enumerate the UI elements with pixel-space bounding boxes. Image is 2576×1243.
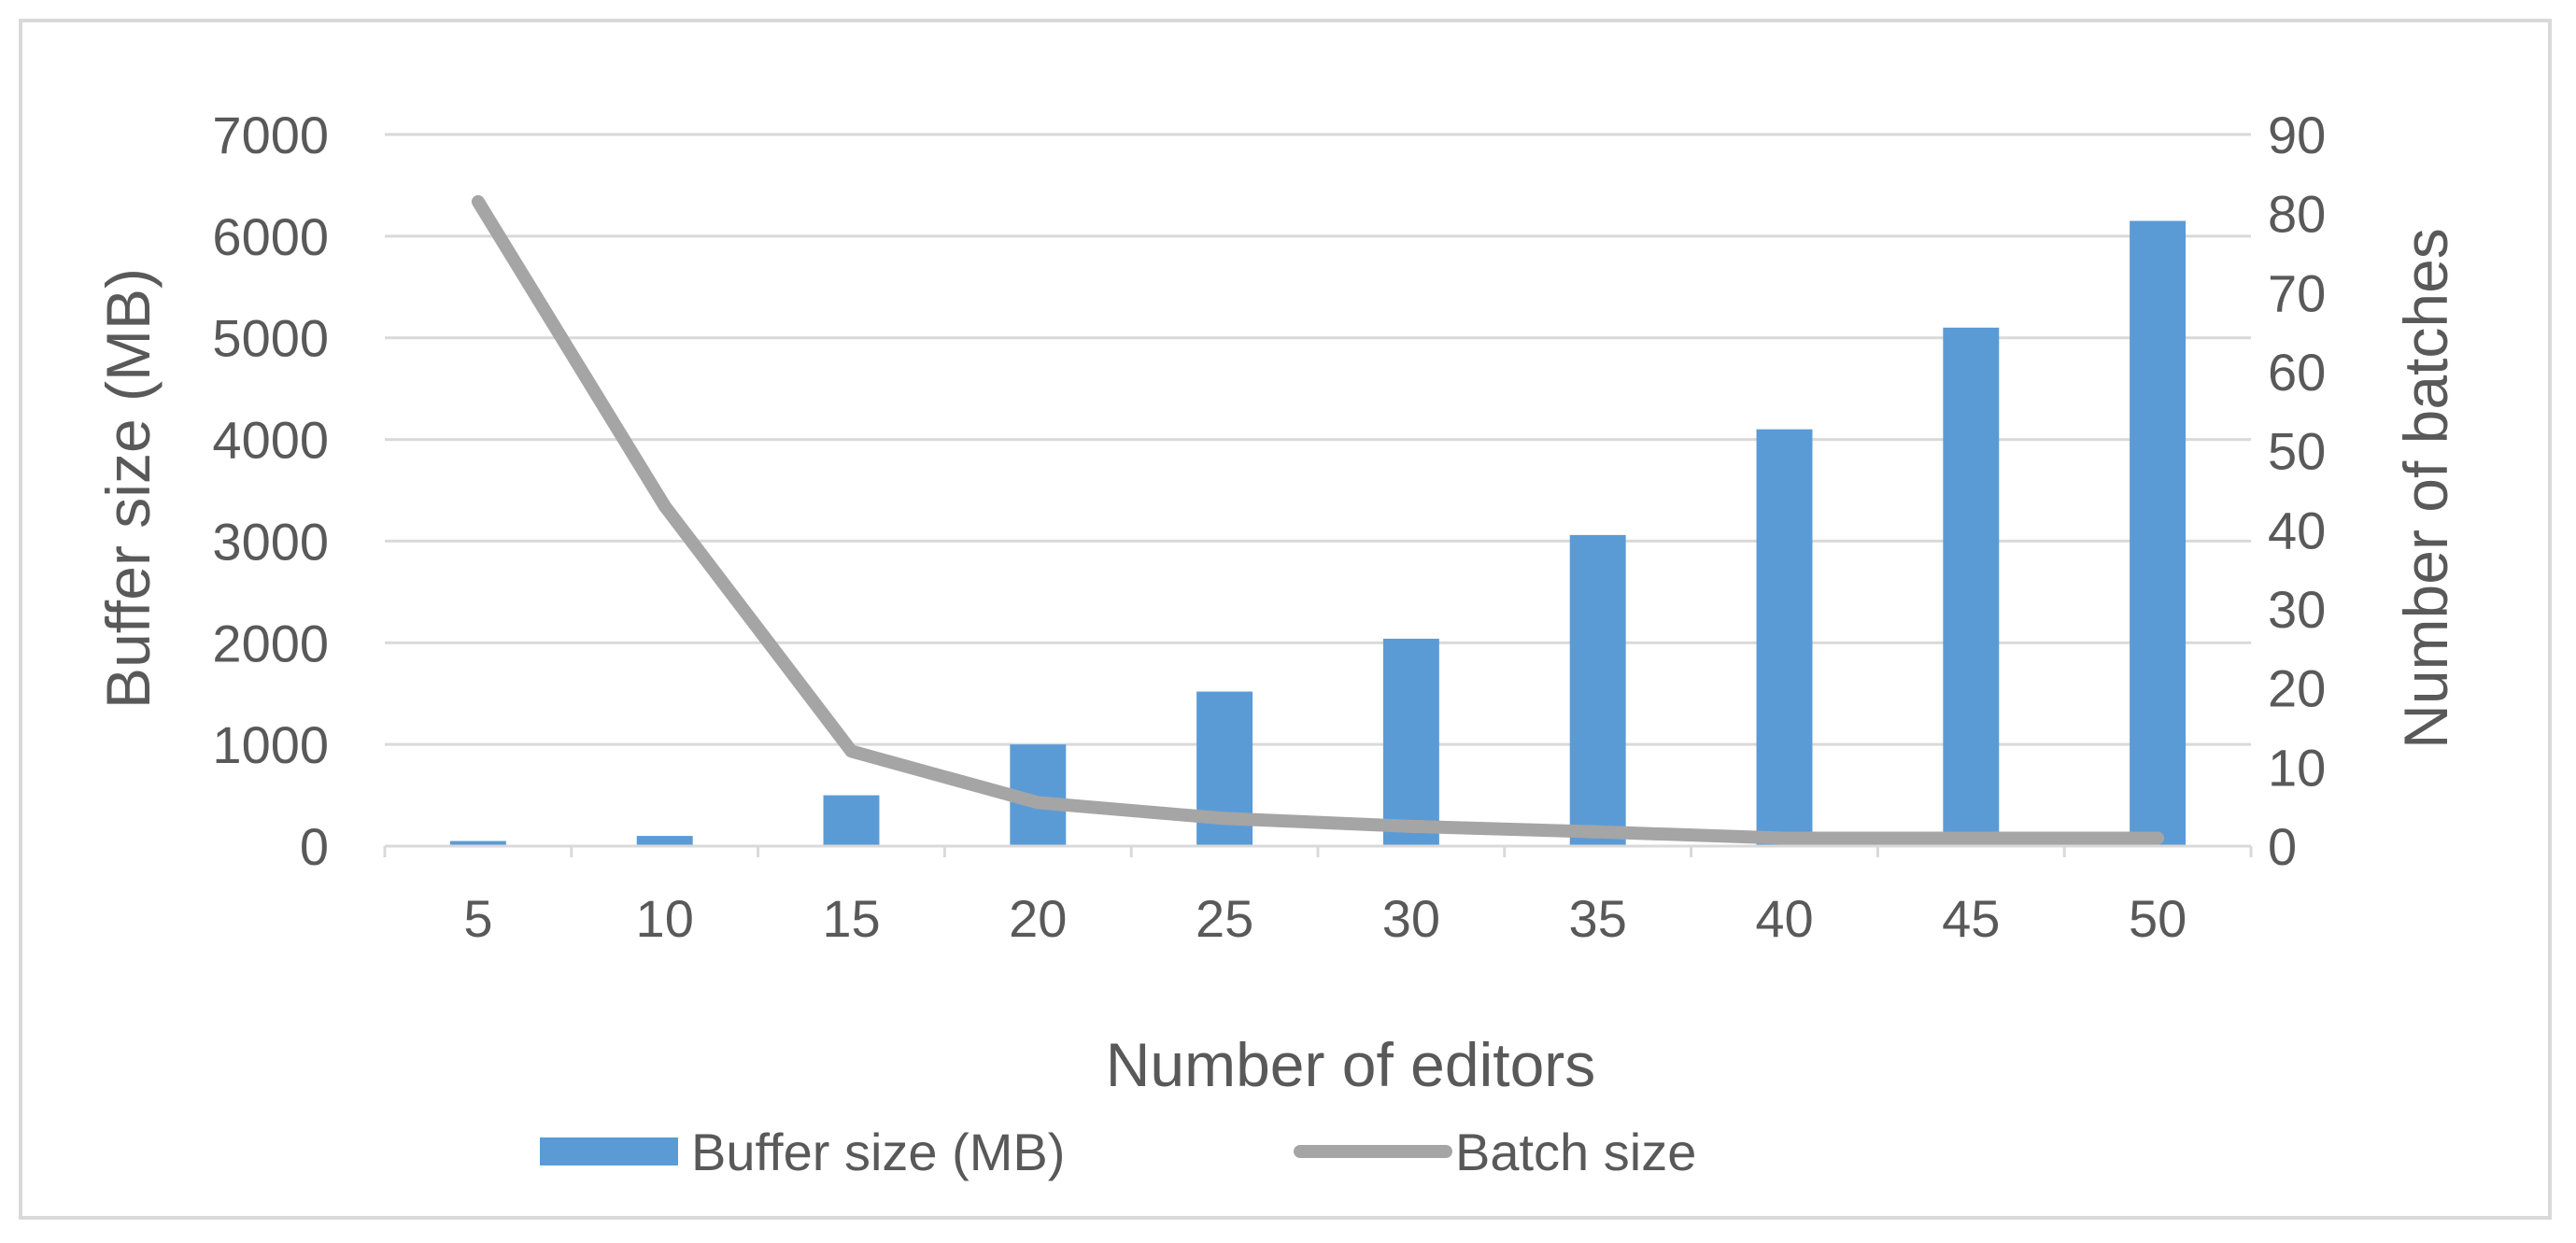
x-tick-label: 40 [1755,889,1813,948]
bar [636,836,693,846]
y-tick-label: 2000 [212,614,329,672]
gridlines [385,133,2251,746]
x-axis-title: Number of editors [1106,1030,1596,1099]
bar [449,840,506,846]
y-tick-label: 1000 [212,715,329,774]
x-tick-label: 50 [2129,889,2187,948]
x-tick-label: 5 [463,889,492,948]
legend-label-batch-size: Batch size [1455,1123,1696,1181]
bar [1756,429,1813,846]
y-tick-label: 7000 [212,106,329,164]
y2-tick-label: 0 [2268,817,2297,876]
y2-tick-label: 80 [2268,185,2326,244]
x-tick-label: 30 [1382,889,1440,948]
line-series [471,194,2165,845]
x-tick-label: 25 [1196,889,1253,948]
bar [1382,638,1439,846]
bar [2130,220,2187,846]
legend-swatch-buffer-size [540,1137,678,1165]
y2-tick-label: 20 [2268,659,2326,718]
chart-frame [19,19,2552,1220]
legend-label-buffer-size: Buffer size (MB) [691,1123,1065,1181]
y2-tick-label: 60 [2268,343,2326,402]
y-axis-left-ticks: 0 1000 2000 3000 4000 5000 6000 7000 [212,106,329,876]
y-axis-right-ticks: 0 10 20 30 40 50 60 70 80 90 [2268,106,2326,876]
x-tick-label: 15 [822,889,880,948]
y-tick-label: 0 [300,817,329,876]
x-tick-label: 20 [1009,889,1067,948]
legend: Buffer size (MB) Batch size [540,1123,1696,1181]
x-tick-label: 45 [1942,889,2000,948]
y2-tick-label: 40 [2268,501,2326,559]
y2-tick-label: 10 [2268,738,2326,797]
y2-tick-label: 90 [2268,106,2326,164]
y-tick-label: 3000 [212,512,329,571]
x-tick-label: 35 [1569,889,1627,948]
bar [1569,534,1626,846]
y2-tick-label: 50 [2268,422,2326,481]
y-axis-left-title: Buffer size (MB) [93,268,163,709]
batch-size-line [471,194,2165,845]
bar [823,795,880,846]
x-axis: 5 10 15 20 25 30 35 40 45 50 [383,844,2253,948]
y-tick-label: 5000 [212,309,329,368]
y-tick-label: 6000 [212,207,329,266]
y2-tick-label: 30 [2268,580,2326,639]
x-tick-label: 10 [636,889,694,948]
y-axis-right-title: Number of batches [2391,228,2460,749]
y-tick-label: 4000 [212,411,329,470]
bar-series [449,220,2187,846]
y2-tick-label: 70 [2268,263,2326,322]
bar [1943,327,2000,846]
